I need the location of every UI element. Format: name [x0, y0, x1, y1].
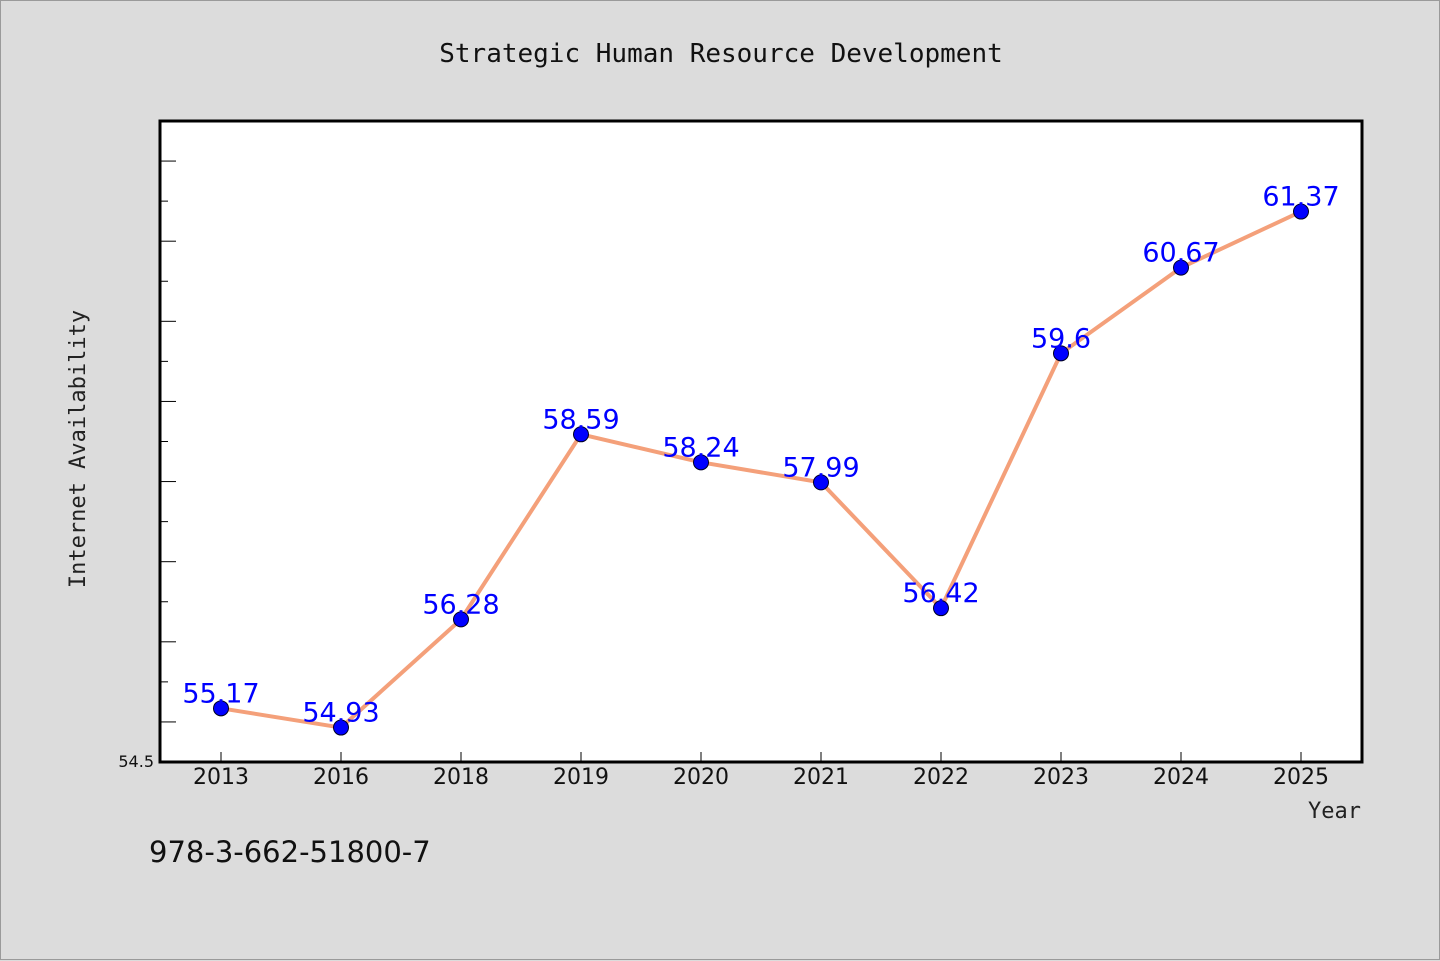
data-point	[333, 719, 349, 736]
data-point	[813, 474, 829, 491]
x-tick-label: 2025	[1273, 765, 1329, 790]
data-point	[1053, 345, 1069, 362]
series-line	[220, 209, 1302, 730]
data-point	[453, 611, 469, 628]
x-axis-label: Year	[1308, 799, 1361, 824]
data-point	[1293, 203, 1309, 220]
x-tick-label: 2020	[673, 765, 729, 790]
data-point	[573, 426, 589, 443]
y-tick-label: 54.5	[118, 752, 154, 771]
data-label: 54.93	[302, 698, 379, 729]
x-tick-label: 2018	[433, 765, 489, 790]
data-label: 60.67	[1142, 238, 1219, 269]
data-point	[693, 454, 709, 471]
data-label: 58.24	[662, 432, 739, 463]
y-axis-ticks	[160, 160, 176, 723]
data-label: 61.37	[1262, 182, 1339, 213]
data-label: 58.59	[542, 404, 619, 435]
data-point	[933, 600, 949, 617]
plot-area	[158, 119, 1364, 764]
chart-title: Strategic Human Resource Development	[439, 39, 1003, 69]
x-axis-ticks: 2013 2016 2018 2019 2020 2021 2022 2023 2024 2025	[193, 752, 1329, 790]
x-tick-label: 2021	[793, 765, 849, 790]
x-tick-label: 2024	[1153, 765, 1209, 790]
data-labels: 55.17 54.93 56.28 58.59 58.24 57.99 56.42 59.6 6…	[182, 182, 1339, 729]
data-point	[213, 700, 229, 717]
data-label: 56.42	[902, 578, 979, 609]
series-markers	[213, 203, 1309, 736]
data-label: 59.6	[1031, 323, 1091, 354]
x-tick-label: 2023	[1033, 765, 1089, 790]
data-label: 57.99	[782, 452, 859, 483]
x-tick-label: 2019	[553, 765, 609, 790]
data-label: 56.28	[422, 589, 499, 620]
x-tick-label: 2022	[913, 765, 969, 790]
x-tick-label: 2013	[193, 765, 249, 790]
data-point	[1173, 259, 1189, 276]
data-label: 55.17	[182, 678, 259, 709]
y-axis-label: Internet Availability	[66, 310, 91, 588]
isbn-code: 978-3-662-51800-7	[149, 835, 431, 869]
x-tick-label: 2016	[313, 765, 369, 790]
